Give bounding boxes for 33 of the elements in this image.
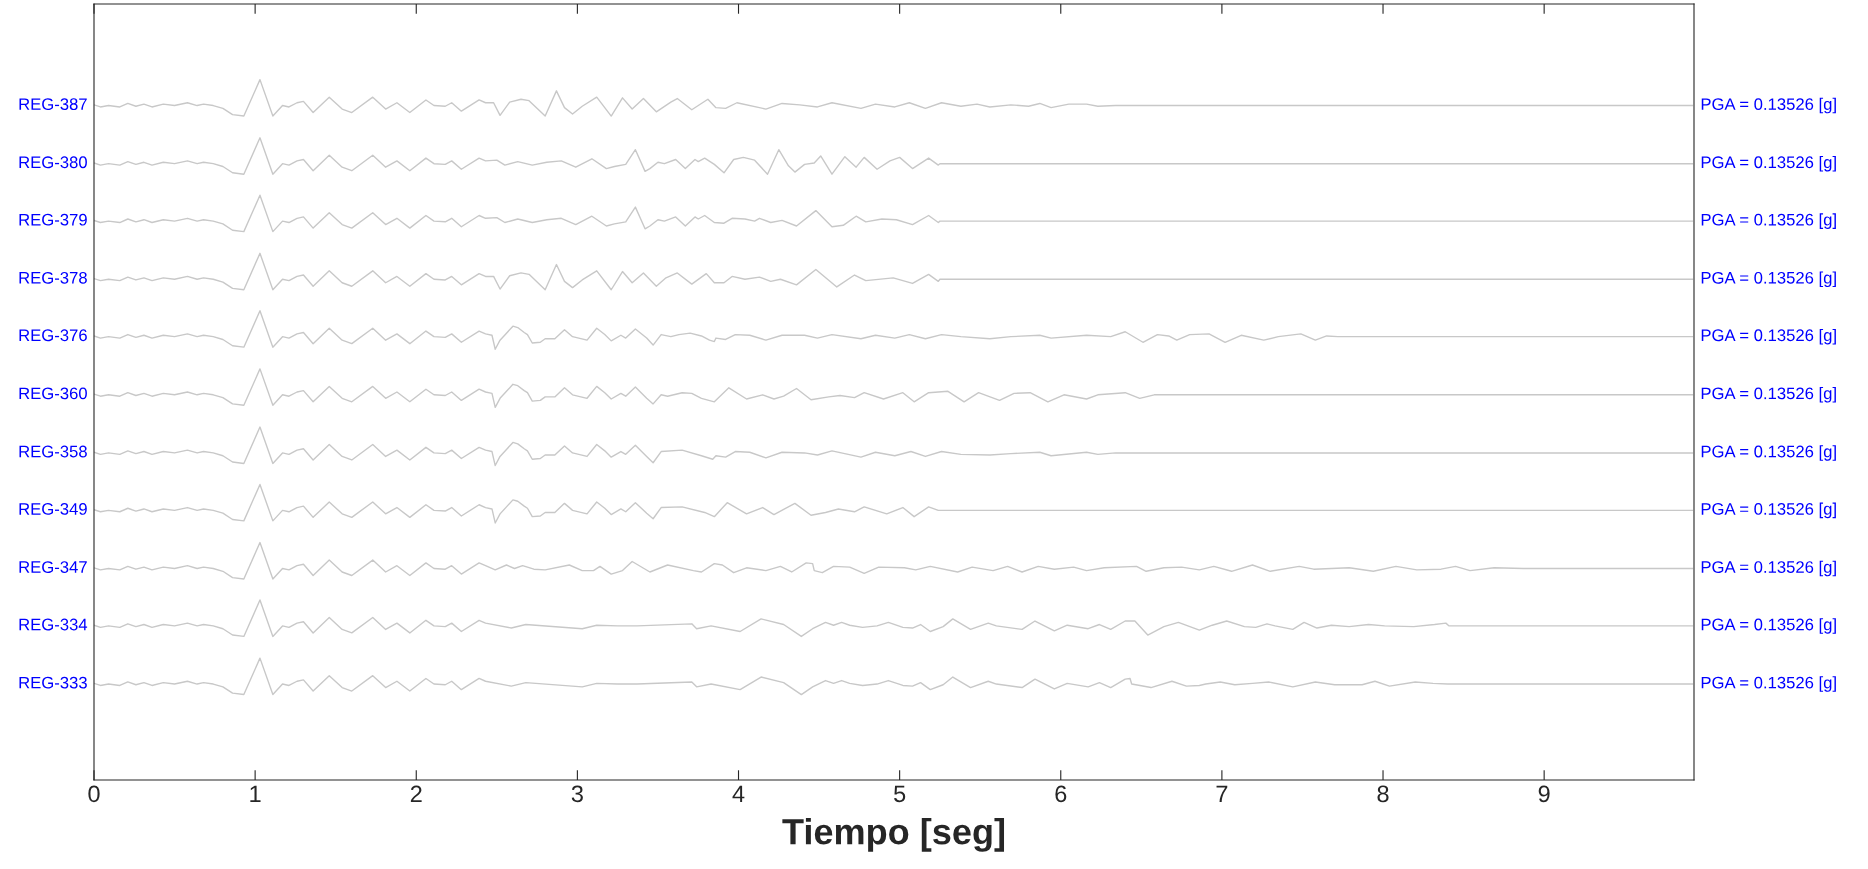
x-tick-label: 1 [250,785,261,802]
series-label: REG-349 [19,503,87,515]
series-label: REG-333 [19,676,87,689]
series-label: REG-347 [19,561,87,573]
x-tick-label: 6 [1055,785,1067,803]
text: PGA = 0.13526 [g] [1701,445,1836,461]
series-label: REG-379 [19,213,87,226]
text: PGA = 0.13526 [g] [1701,618,1836,634]
text: PGA = 0.13526 [g] [1701,213,1836,229]
x-tick-label: 0 [88,785,100,803]
series-label: REG-358 [19,445,87,458]
text: PGA = 0.13526 [g] [1701,97,1836,114]
text: PGA = 0.13526 [g] [1701,387,1836,403]
series-label: REG-334 [19,618,88,631]
text: PGA = 0.13526 [g] [1701,155,1836,172]
text: PGA = 0.13526 [g] [1701,328,1836,345]
text: PGA = 0.13526 [g] [1701,502,1836,519]
text: PGA = 0.13526 [g] [1701,560,1836,577]
series-label: REG-380 [19,156,87,169]
series-label: REG-360 [19,387,87,400]
text: PGA = 0.13526 [g] [1701,676,1836,692]
x-tick-label: 9 [1538,785,1550,803]
series-label: REG-387 [19,98,87,111]
text: PGA = 0.13526 [g] [1701,271,1836,288]
x-tick-label: 4 [732,785,745,802]
x-tick-label: 7 [1216,785,1228,802]
x-tick-label: 8 [1377,785,1389,803]
series-label: REG-378 [19,271,87,284]
x-tick-label: 5 [894,785,906,803]
series-label: REG-376 [19,329,87,342]
x-axis-title: Tiempo [seg] [782,817,1005,852]
x-tick-label: 2 [410,785,422,802]
x-tick-label: 3 [571,785,583,803]
